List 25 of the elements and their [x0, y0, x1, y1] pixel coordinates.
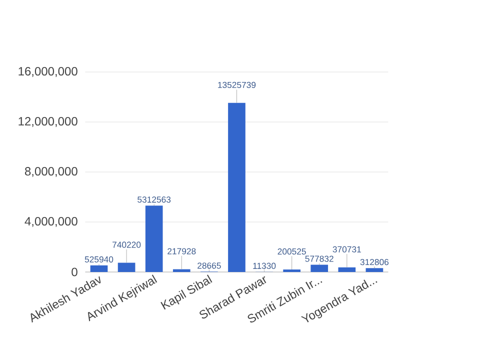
y-tick-label: 0 [72, 268, 78, 276]
data-label: 312806 [360, 259, 389, 266]
bar [310, 264, 328, 272]
data-label: 370731 [332, 246, 361, 252]
bar [228, 102, 246, 272]
data-label: 5312563 [138, 196, 171, 203]
data-label: 740220 [112, 242, 141, 248]
bar [338, 267, 356, 272]
y-tick-label: 4,000,000 [24, 217, 78, 227]
bar [118, 262, 136, 272]
bar [90, 265, 108, 272]
bar [145, 206, 163, 272]
data-label: 200525 [278, 248, 306, 255]
data-label: 11330 [253, 262, 276, 269]
bar [172, 269, 190, 272]
y-tick-label: 12,000,000 [18, 117, 78, 127]
y-tick-label: 8,000,000 [24, 167, 78, 177]
data-label: 525940 [84, 256, 114, 262]
y-tick-label: 16,000,000 [18, 67, 78, 77]
data-label: 13525739 [218, 82, 256, 88]
data-label: 577832 [305, 256, 334, 262]
bar [366, 268, 384, 272]
data-label: 28665 [198, 262, 221, 269]
bar [283, 269, 300, 272]
data-label: 217928 [168, 248, 196, 254]
